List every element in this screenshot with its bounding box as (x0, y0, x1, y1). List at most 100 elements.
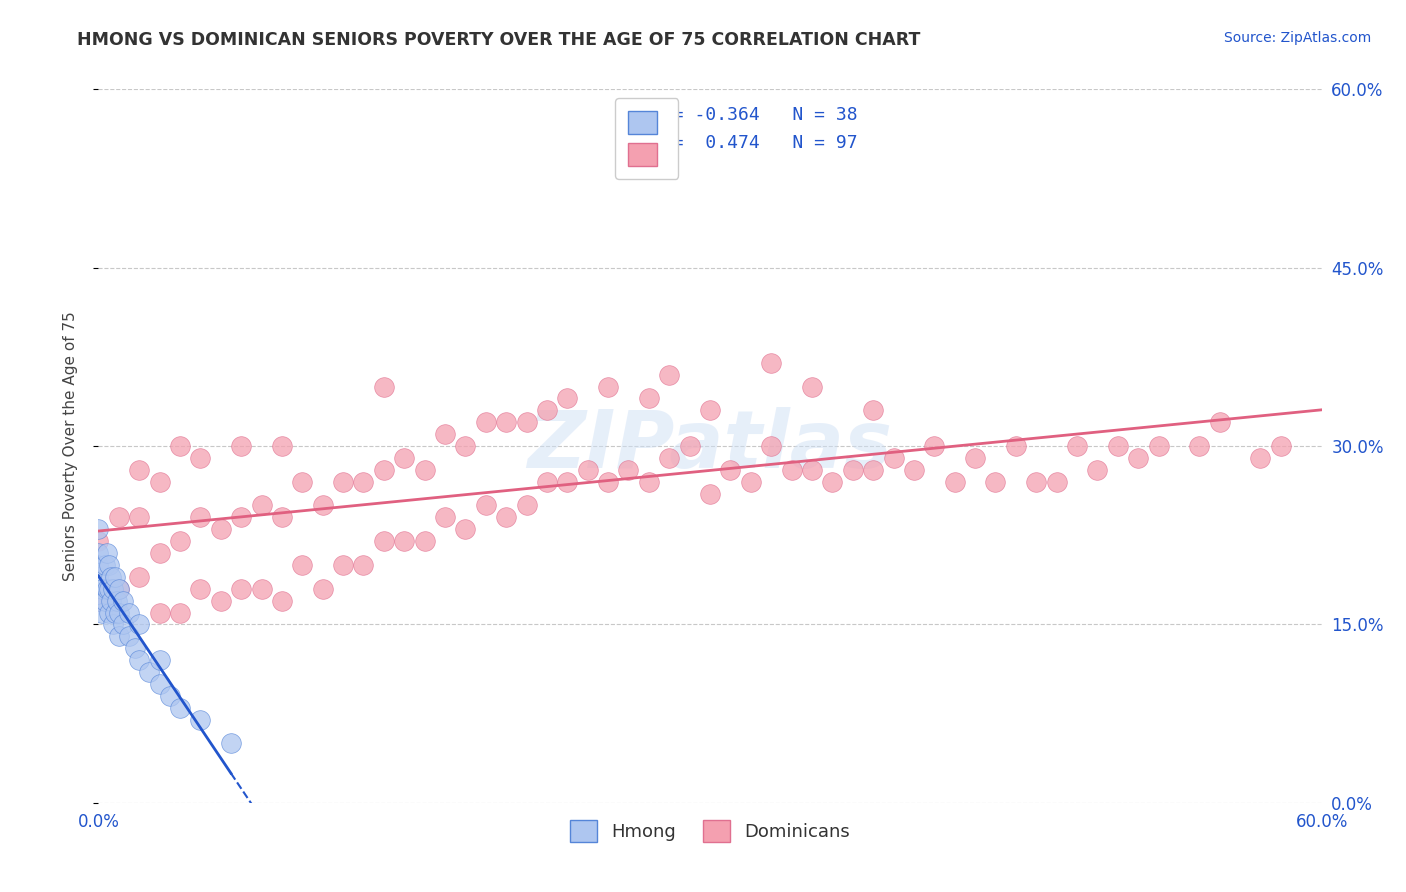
Point (128, 463, 150, 477)
Point (250, 499, 273, 513)
Point (270, 510, 294, 524)
Point (1209, 415, 1232, 429)
Point (209, 522, 232, 536)
Point (250, 582, 273, 596)
Point (87, 570, 110, 584)
Point (108, 582, 131, 596)
Point (111, 593, 134, 607)
Point (291, 475, 314, 489)
Point (373, 463, 395, 477)
Point (801, 379, 824, 393)
Point (1066, 439, 1088, 453)
Point (598, 379, 620, 393)
Point (87, 534, 110, 549)
Point (536, 403, 558, 417)
Point (392, 534, 416, 549)
Point (118, 606, 141, 620)
Point (658, 368, 681, 382)
Point (943, 475, 966, 489)
Point (699, 403, 721, 417)
Point (1085, 463, 1108, 477)
Point (87, 546, 110, 560)
Point (373, 534, 395, 549)
Point (801, 463, 824, 477)
Point (101, 617, 124, 632)
Point (841, 463, 863, 477)
Y-axis label: Seniors Poverty Over the Age of 75: Seniors Poverty Over the Age of 75 (63, 311, 77, 581)
Point (138, 665, 160, 679)
Point (291, 558, 314, 572)
Point (332, 558, 354, 572)
Point (718, 463, 742, 477)
Point (392, 450, 416, 465)
Point (118, 629, 141, 643)
Point (312, 499, 335, 513)
Point (434, 427, 457, 442)
Point (862, 463, 884, 477)
Point (128, 617, 150, 632)
Point (434, 510, 457, 524)
Point (108, 606, 131, 620)
Point (761, 439, 783, 453)
Point (821, 475, 844, 489)
Point (149, 606, 172, 620)
Point (128, 570, 150, 584)
Point (312, 582, 335, 596)
Point (91, 606, 114, 620)
Point (1147, 439, 1170, 453)
Text: R =  0.474   N = 97: R = 0.474 N = 97 (651, 135, 858, 153)
Point (188, 713, 212, 727)
Point (108, 582, 131, 596)
Point (96, 582, 118, 596)
Point (169, 534, 191, 549)
Text: R = -0.364   N = 38: R = -0.364 N = 38 (651, 106, 858, 124)
Point (100, 593, 122, 607)
Point (679, 439, 702, 453)
Point (219, 736, 242, 750)
Point (104, 606, 127, 620)
Point (128, 653, 150, 667)
Point (536, 475, 558, 489)
Point (169, 439, 191, 453)
Point (209, 593, 232, 607)
Point (108, 629, 131, 643)
Point (413, 534, 436, 549)
Point (96, 546, 118, 560)
Point (1004, 439, 1026, 453)
Point (454, 439, 477, 453)
Point (87, 593, 110, 607)
Point (270, 439, 294, 453)
Point (474, 499, 498, 513)
Point (100, 570, 122, 584)
Point (231, 510, 253, 524)
Point (617, 463, 640, 477)
Point (149, 546, 172, 560)
Point (1249, 450, 1271, 465)
Point (555, 475, 579, 489)
Point (231, 439, 253, 453)
Point (105, 593, 128, 607)
Point (699, 486, 721, 500)
Point (231, 582, 253, 596)
Point (124, 641, 146, 656)
Point (169, 606, 191, 620)
Point (149, 475, 172, 489)
Point (87, 558, 110, 572)
Point (637, 392, 661, 406)
Point (332, 475, 354, 489)
Point (97, 558, 120, 572)
Point (740, 475, 762, 489)
Point (883, 450, 905, 465)
Point (922, 439, 945, 453)
Point (188, 450, 212, 465)
Point (555, 392, 579, 406)
Point (270, 593, 294, 607)
Point (352, 558, 374, 572)
Point (87, 593, 110, 607)
Legend: Hmong, Dominicans: Hmong, Dominicans (561, 811, 859, 851)
Point (413, 463, 436, 477)
Point (780, 463, 803, 477)
Point (97, 606, 120, 620)
Point (128, 510, 150, 524)
Point (108, 510, 131, 524)
